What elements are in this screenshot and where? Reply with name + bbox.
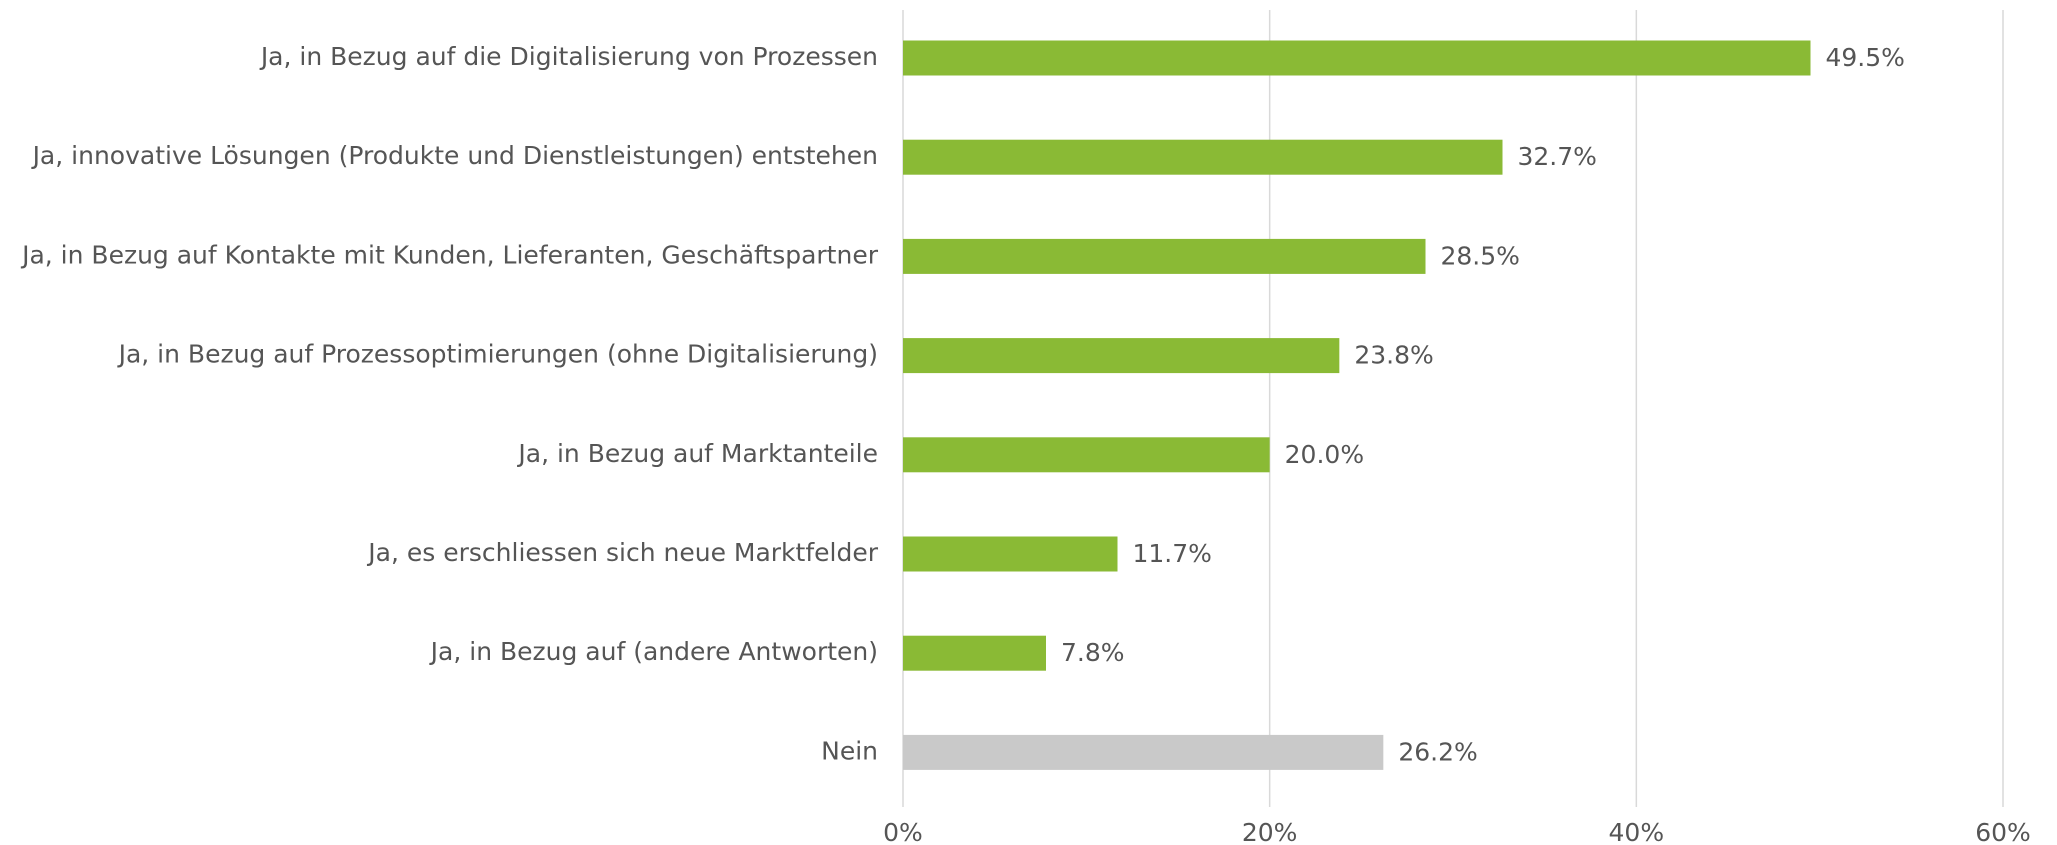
- value-label: 26.2%: [1398, 737, 1477, 766]
- value-label: 11.7%: [1133, 539, 1212, 568]
- value-label: 49.5%: [1826, 43, 1905, 72]
- x-tick-label: 60%: [1975, 818, 2031, 845]
- y-tick-label: Ja, in Bezug auf (andere Antworten): [429, 637, 878, 666]
- value-label: 20.0%: [1285, 440, 1364, 469]
- y-tick-label: Ja, in Bezug auf die Digitalisierung von…: [259, 42, 878, 71]
- value-label: 7.8%: [1061, 638, 1125, 667]
- x-tick-label: 0%: [883, 818, 923, 845]
- value-label: 32.7%: [1518, 142, 1597, 171]
- y-tick-label: Ja, in Bezug auf Prozessoptimierungen (o…: [117, 340, 878, 369]
- value-label: 23.8%: [1354, 341, 1433, 370]
- bar: [903, 238, 1426, 274]
- y-tick-label: Ja, in Bezug auf Marktanteile: [516, 439, 878, 468]
- bar: [903, 139, 1503, 175]
- bar: [903, 635, 1046, 671]
- x-tick-label: 20%: [1242, 818, 1298, 845]
- bar: [903, 536, 1118, 572]
- value-label: 28.5%: [1441, 241, 1520, 270]
- bar: [903, 338, 1340, 374]
- bar: [903, 40, 1811, 76]
- y-tick-label: Nein: [821, 736, 878, 765]
- bar: [903, 734, 1384, 770]
- y-tick-label: Ja, innovative Lösungen (Produkte und Di…: [31, 141, 878, 170]
- x-tick-label: 40%: [1609, 818, 1665, 845]
- bar: [903, 437, 1270, 473]
- y-tick-label: Ja, in Bezug auf Kontakte mit Kunden, Li…: [20, 240, 879, 269]
- y-tick-label: Ja, es erschliessen sich neue Marktfelde…: [366, 538, 878, 567]
